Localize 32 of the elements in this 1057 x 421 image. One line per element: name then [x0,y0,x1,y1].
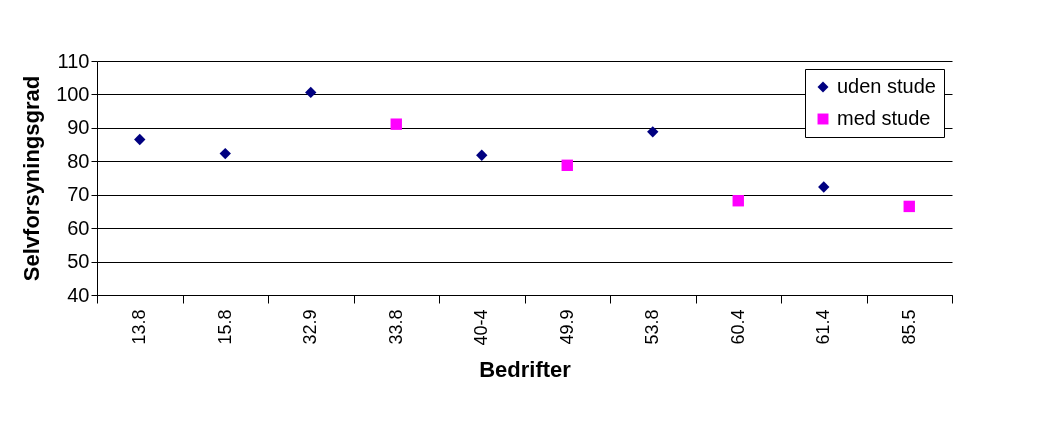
y-tick-label: 110 [57,49,90,72]
point [305,86,317,99]
x-axis-title: Bedrifter [479,356,572,382]
y-axis-title: Selvforsyningsgrad [19,75,45,282]
x-tick-label: 32.9 [300,309,321,345]
point [390,118,402,130]
legend-label: uden stude [837,75,936,97]
point [219,147,231,160]
point [647,126,659,138]
y-tick-label: 60 [67,216,90,239]
x-tick-label: 33.8 [385,309,406,345]
x-tick-label: 53.8 [642,309,663,345]
x-tick-label: 40-4 [471,309,492,346]
point [476,149,488,161]
x-tick-label: 60.4 [727,309,748,345]
x-tick-label: 49.9 [556,309,577,345]
x-tick-label: 61.4 [813,309,834,345]
point [903,200,915,213]
y-tick-label: 100 [56,82,90,105]
legend-label: med stude [837,107,931,129]
point [732,195,744,207]
point [561,159,573,171]
point [818,181,830,193]
x-tick-label: 15.8 [214,309,235,345]
x-tick-label: 85.5 [898,309,919,345]
y-tick-label: 40 [67,283,90,306]
y-tick-label: 50 [67,250,90,273]
x-tick-label: 13.8 [129,309,150,345]
y-tick-label: 90 [67,116,90,139]
point [134,133,146,146]
y-tick-label: 80 [67,149,90,172]
y-tick-label: 70 [67,183,90,206]
